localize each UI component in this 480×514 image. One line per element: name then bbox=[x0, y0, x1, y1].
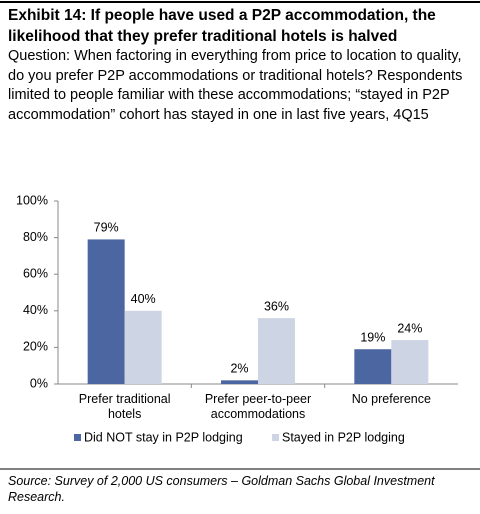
y-tick-label: 60% bbox=[23, 266, 48, 280]
y-tick-label: 0% bbox=[30, 376, 48, 390]
legend-label: Did NOT stay in P2P lodging bbox=[84, 430, 243, 444]
value-label: 40% bbox=[131, 292, 156, 306]
bar bbox=[391, 340, 429, 384]
legend-label: Stayed in P2P lodging bbox=[282, 430, 405, 444]
bar bbox=[354, 349, 392, 384]
value-label: 36% bbox=[264, 299, 289, 313]
bar bbox=[221, 380, 258, 384]
x-tick-label: No preference bbox=[351, 392, 431, 406]
x-tick-label: Prefer traditional hotels bbox=[78, 392, 171, 421]
x-tick-label: Prefer peer-to-peer accommodations bbox=[204, 392, 312, 421]
legend-swatch bbox=[74, 434, 81, 441]
value-label: 19% bbox=[360, 331, 385, 345]
y-tick-label: 100% bbox=[16, 193, 48, 207]
y-tick-label: 80% bbox=[23, 230, 48, 244]
value-label: 79% bbox=[94, 221, 119, 235]
bar bbox=[87, 239, 125, 384]
chart-title: Exhibit 14: If people have used a P2P ac… bbox=[8, 7, 436, 45]
bar bbox=[124, 310, 162, 384]
y-tick-label: 20% bbox=[23, 340, 48, 354]
y-tick-label: 40% bbox=[23, 303, 48, 317]
bar bbox=[258, 318, 295, 384]
value-label: 2% bbox=[230, 362, 248, 376]
value-label: 24% bbox=[397, 321, 422, 335]
chart-subtitle: Question: When factoring in everything f… bbox=[8, 48, 463, 123]
source-note: Source: Survey of 2,000 US consumers – G… bbox=[8, 474, 435, 504]
legend-swatch bbox=[272, 434, 279, 441]
